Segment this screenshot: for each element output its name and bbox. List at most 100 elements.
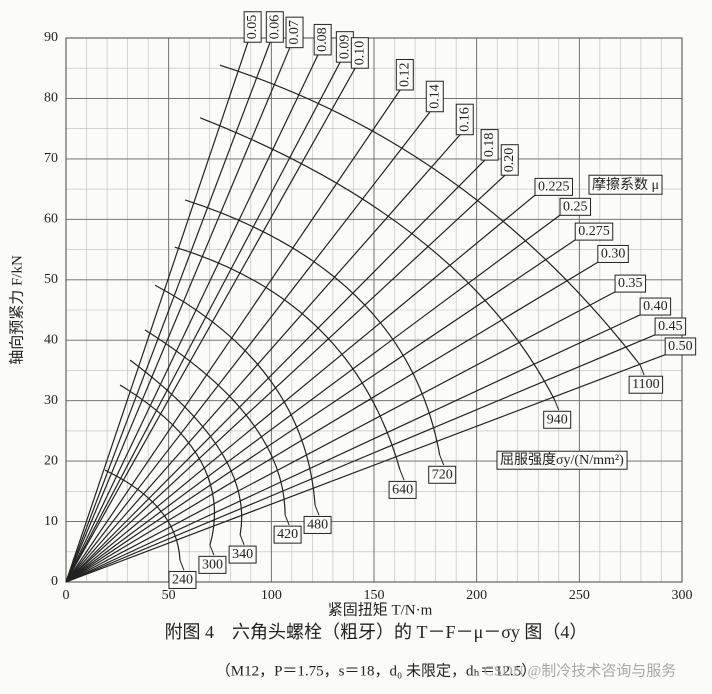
yield-label-box [198, 555, 227, 574]
friction-line [65, 54, 319, 583]
friction-line [65, 214, 561, 583]
friction-label-group: 0.08 [313, 23, 332, 56]
yield-title: 屈服强度σy/(N/mm²) [500, 452, 624, 468]
friction-line [65, 314, 641, 583]
friction-label: 0.10 [352, 41, 367, 66]
yield-label: 240 [172, 572, 193, 587]
friction-label-box [664, 337, 697, 356]
friction-label-group: 0.45 [654, 317, 687, 336]
friction-label-group: 0.16 [455, 103, 474, 136]
friction-label-box [559, 197, 592, 216]
friction-label-group: 0.05 [243, 11, 262, 43]
friction-title-group: 摩擦系数 μ [588, 174, 663, 195]
chart-title: 附图 4 六角头螺栓（粗牙）的 T－F－μ－σy 图（4） [165, 622, 588, 642]
friction-line [65, 194, 536, 583]
friction-label: 0.50 [668, 339, 693, 354]
friction-line [65, 89, 401, 583]
yield-curve [174, 246, 401, 471]
friction-label-box [654, 317, 687, 336]
friction-line [65, 67, 356, 583]
yield-title-group: 屈服强度σy/(N/mm²) [496, 450, 628, 470]
yield-label-group: 720 [428, 465, 457, 484]
friction-label-box [395, 58, 414, 91]
yield-leader [209, 544, 215, 556]
friction-label-box [455, 103, 474, 136]
y-tick-label: 80 [44, 91, 58, 106]
yield-curve [129, 359, 243, 535]
friction-label: 0.225 [538, 179, 570, 194]
yield-label: 720 [432, 467, 453, 482]
friction-label-group: 0.30 [597, 244, 629, 263]
yield-label-group: 940 [543, 410, 572, 429]
friction-line [65, 61, 341, 583]
yield-curve [104, 469, 181, 561]
friction-label-box [574, 222, 614, 241]
friction-line [65, 42, 249, 583]
friction-label: 0.14 [427, 84, 442, 109]
yield-curve [119, 384, 216, 546]
friction-label-box [265, 11, 284, 43]
friction-label-group: 0.40 [639, 297, 672, 316]
yield-label-box [303, 515, 332, 534]
yield-curve [219, 64, 641, 366]
friction-label-group: 0.09 [335, 31, 354, 63]
yield-leader [439, 454, 445, 466]
friction-label: 0.35 [618, 276, 643, 291]
x-tick-label: 250 [569, 588, 590, 603]
yield-label-group: 480 [303, 515, 332, 534]
friction-line [65, 261, 599, 583]
x-tick-label: 50 [162, 588, 176, 603]
friction-label-group: 0.12 [395, 58, 414, 91]
friction-label-group: 0.50 [664, 337, 697, 356]
friction-label: 0.275 [578, 224, 610, 239]
friction-label-group: 0.18 [480, 129, 499, 161]
friction-line [65, 159, 486, 583]
x-tick-label: 150 [364, 588, 385, 603]
y-tick-label: 40 [44, 332, 58, 347]
y-axis-label: 轴向预紧力 F/kN [8, 255, 25, 365]
friction-label: 0.07 [287, 20, 302, 45]
yield-label-box [428, 465, 457, 484]
yield-label-group: 640 [388, 480, 417, 499]
friction-label: 0.18 [482, 133, 497, 158]
x-tick-label: 300 [672, 588, 693, 603]
friction-label-box [243, 11, 262, 43]
y-tick-label: 0 [51, 574, 58, 589]
friction-line [65, 334, 656, 583]
yield-leader [554, 399, 560, 411]
chart-subtitle: （M12，P＝1.75，s＝18，d₀ 未限定，dₕ＝12.5） [216, 662, 537, 679]
friction-line [65, 47, 291, 583]
yield-leader [314, 505, 320, 516]
friction-label: 0.16 [457, 107, 472, 132]
yield-label-box [388, 480, 417, 499]
friction-label-group: 0.14 [425, 80, 444, 113]
friction-label-box [313, 23, 332, 56]
friction-label-box [480, 129, 499, 161]
friction-line [65, 239, 576, 583]
friction-label: 0.09 [337, 35, 352, 60]
friction-label-box [597, 244, 629, 263]
yield-label-box [168, 570, 197, 589]
y-tick-label: 70 [44, 151, 58, 166]
friction-title: 摩擦系数 μ [592, 176, 659, 193]
friction-label: 0.05 [245, 15, 260, 40]
friction-line [65, 111, 431, 583]
friction-line [65, 174, 506, 583]
yield-label: 480 [307, 517, 328, 532]
x-tick-label: 0 [63, 588, 70, 603]
y-tick-label: 10 [44, 514, 58, 529]
yield-label-group: 1100 [628, 375, 664, 394]
friction-label-group: 0.25 [559, 197, 592, 216]
friction-label-group: 0.06 [265, 11, 284, 43]
friction-label-group: 0.225 [534, 177, 573, 196]
friction-label-box [350, 37, 369, 69]
x-axis-label: 紧固扭矩 T/N·m [328, 601, 433, 618]
yield-label: 940 [547, 412, 568, 427]
friction-label: 0.25 [563, 199, 588, 214]
friction-label-group: 0.275 [574, 222, 614, 241]
yield-leader [399, 469, 405, 481]
friction-label: 0.40 [643, 299, 668, 314]
yield-curve [154, 284, 316, 506]
x-tick-label: 200 [466, 588, 487, 603]
yield-label-group: 340 [228, 545, 257, 564]
